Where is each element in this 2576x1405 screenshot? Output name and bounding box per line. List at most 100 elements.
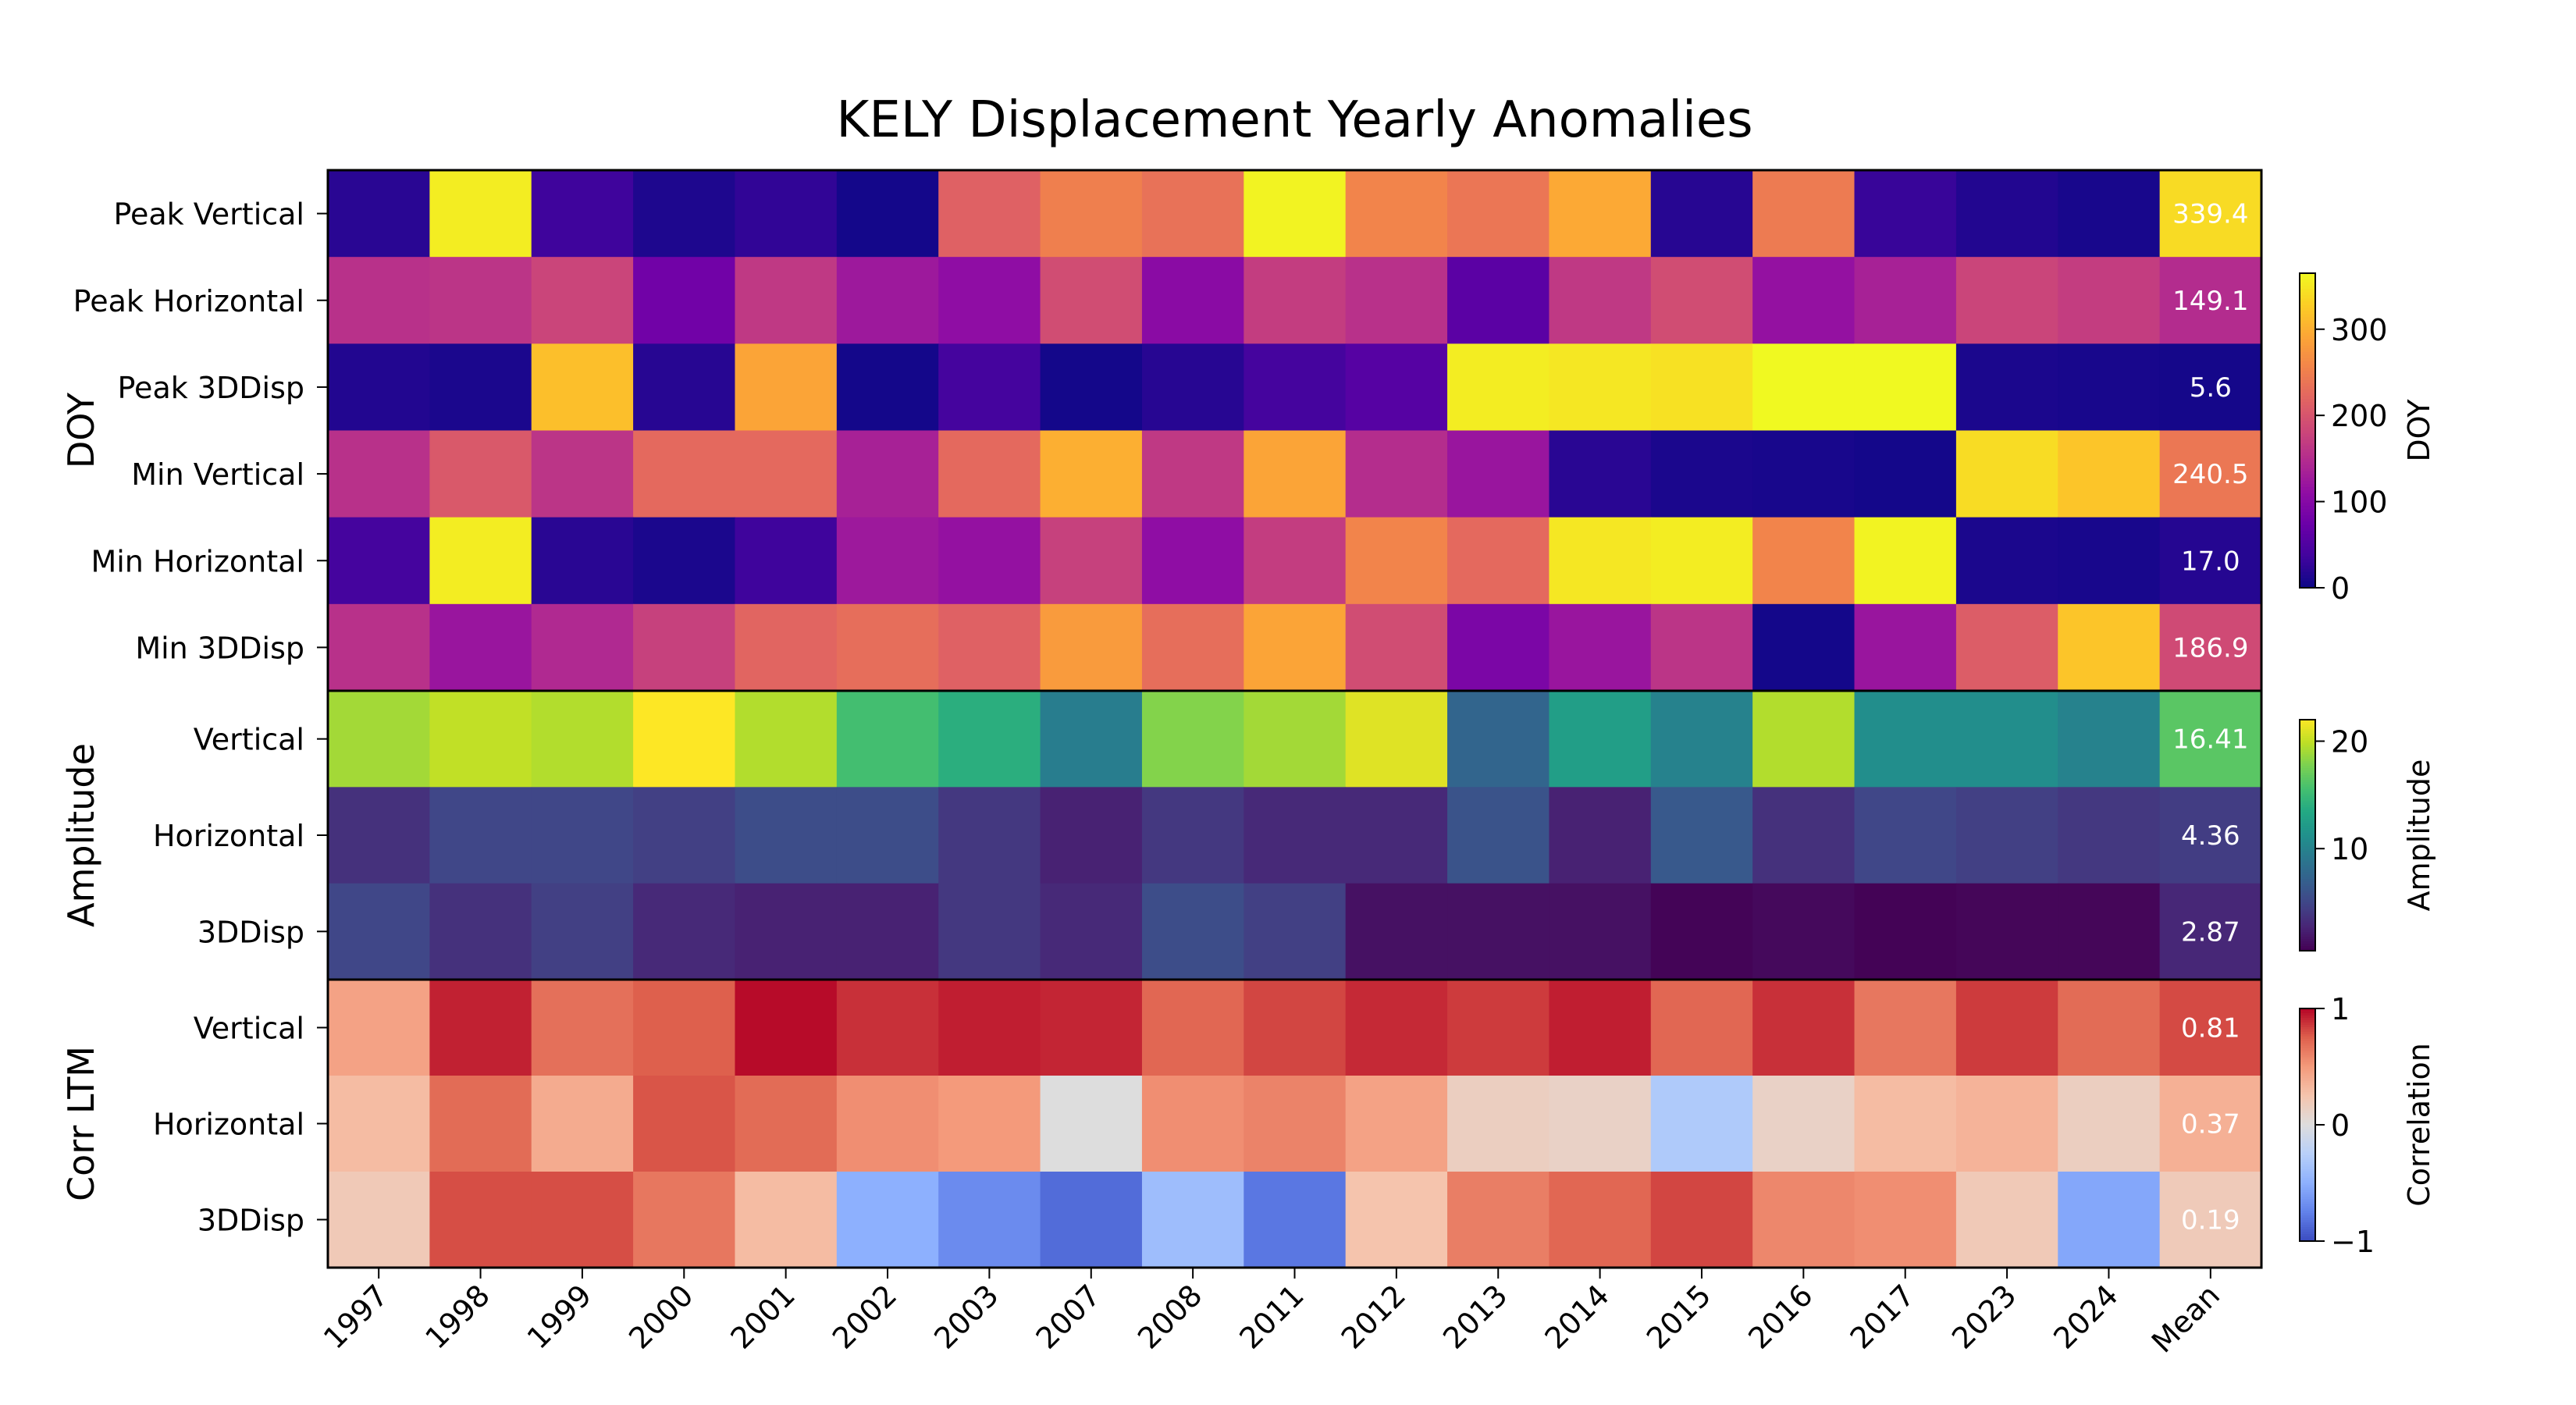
colorbar-swatch (2300, 311, 2315, 315)
colorbar-swatch (2300, 745, 2315, 749)
colorbar-label: Amplitude (2402, 759, 2436, 912)
heatmap-cell (328, 170, 430, 258)
colorbar-swatch (2300, 724, 2315, 727)
heatmap-cell (1650, 430, 1753, 518)
colorbar-swatch (2300, 742, 2315, 746)
heatmap-cell (429, 170, 532, 258)
x-tick-label: 2015 (1640, 1278, 1718, 1356)
heatmap-cell (1955, 980, 2058, 1076)
heatmap-cell (2058, 430, 2161, 518)
colorbar-swatch (2300, 1080, 2315, 1083)
heatmap-cell (1447, 517, 1550, 605)
colorbar-swatch (2300, 761, 2315, 764)
colorbar-swatch (2300, 480, 2315, 485)
heatmap-cell (1141, 170, 1244, 258)
heatmap-cell (1345, 257, 1448, 344)
colorbar-swatch (2300, 855, 2315, 859)
colorbar-swatch (2300, 546, 2315, 551)
colorbar-swatch (2300, 946, 2315, 949)
colorbar-swatch (2300, 292, 2315, 296)
colorbar-swatch (2300, 1178, 2315, 1182)
colorbar-swatch (2300, 1236, 2315, 1240)
heatmap-cell (1549, 517, 1652, 605)
colorbar-swatch (2300, 584, 2315, 589)
colorbar-swatch (2300, 537, 2315, 542)
colorbar-swatch (2300, 1145, 2315, 1149)
heatmap-cell (1955, 1172, 2058, 1268)
colorbar-swatch (2300, 1069, 2315, 1072)
colorbar-swatch (2300, 860, 2315, 864)
heatmap-cell (1141, 787, 1244, 884)
colorbar-swatch (2300, 1208, 2315, 1211)
heatmap-cell (1650, 883, 1753, 980)
colorbar-swatch (2300, 1085, 2315, 1088)
heatmap-cell (1040, 883, 1143, 980)
colorbar-swatch (2300, 1064, 2315, 1068)
heatmap-cell (328, 517, 430, 605)
colorbar-plasma: 0 100 200 300 DOY (2299, 272, 2436, 606)
colorbar-swatch (2300, 320, 2315, 325)
heatmap-cell (1345, 883, 1448, 980)
heatmap-cell (735, 980, 838, 1076)
heatmap-cell (1955, 603, 2058, 692)
heatmap-cell (938, 787, 1041, 884)
heatmap-cell (633, 343, 736, 432)
heatmap-cell (1141, 883, 1244, 980)
colorbar-swatch (2300, 1113, 2315, 1116)
colorbar-swatch (2300, 562, 2315, 567)
colorbar-swatch (2300, 578, 2315, 582)
colorbar-swatch (2300, 1161, 2315, 1165)
colorbar-swatch (2300, 503, 2315, 507)
colorbar-swatch (2300, 405, 2315, 409)
heatmap-cell (1447, 343, 1550, 432)
mean-value-label: 0.19 (2181, 1205, 2240, 1236)
colorbar-swatch (2300, 449, 2315, 454)
colorbar-swatch (2300, 909, 2315, 912)
colorbar-swatch (2300, 286, 2315, 290)
heatmap-cell (1244, 980, 1347, 1076)
heatmap-cell (531, 1172, 634, 1268)
colorbar-swatch (2300, 298, 2315, 302)
heatmap-cell (1752, 257, 1856, 344)
heatmap-cell (2159, 343, 2262, 432)
colorbar-swatch (2300, 396, 2315, 400)
colorbar-swatch (2300, 1159, 2315, 1163)
heatmap-cell (633, 883, 736, 980)
colorbar-swatch (2300, 1048, 2315, 1051)
colorbar-swatch (2300, 1215, 2315, 1218)
colorbar-swatch (2300, 867, 2315, 870)
colorbar-swatch (2300, 1043, 2315, 1047)
heatmap-cell (1650, 517, 1753, 605)
colorbar-swatch (2300, 424, 2315, 429)
colorbar-swatch (2300, 436, 2315, 441)
colorbar-swatch (2300, 1176, 2315, 1179)
panel-corr-ltm: 0.81 Vertical 0.37 Horizontal 0.19 3DDisp Corr… (60, 978, 2263, 1269)
colorbar-swatch (2300, 386, 2315, 390)
heatmap-cell (1244, 691, 1347, 788)
heatmap-cell (429, 691, 532, 788)
colorbar-swatch (2300, 1183, 2315, 1186)
colorbar-swatch (2300, 361, 2315, 365)
heatmap-cell (1955, 883, 2058, 980)
mean-value-label: 17.0 (2181, 546, 2240, 577)
heatmap-cell (1447, 787, 1550, 884)
colorbar-swatch (2300, 461, 2315, 466)
colorbar-swatch (2300, 329, 2315, 334)
colorbar-swatch (2300, 408, 2315, 412)
heatmap-cell (1141, 257, 1244, 344)
colorbar-swatch (2300, 411, 2315, 415)
colorbar-swatch (2300, 944, 2315, 947)
colorbar-swatch (2300, 295, 2315, 299)
colorbar-swatch (2300, 323, 2315, 328)
colorbar-swatch (2300, 471, 2315, 475)
colorbar-swatch (2300, 283, 2315, 286)
heatmap-cell (1650, 691, 1753, 788)
heatmap-cell (1244, 170, 1347, 258)
heatmap-cell (1040, 343, 1143, 432)
colorbar-swatch (2300, 932, 2315, 935)
colorbar-swatch (2300, 455, 2315, 460)
colorbar-swatch (2300, 1062, 2315, 1065)
heatmap-cell (633, 980, 736, 1076)
heatmap-cell (735, 787, 838, 884)
x-tick-label: 2012 (1335, 1278, 1413, 1356)
